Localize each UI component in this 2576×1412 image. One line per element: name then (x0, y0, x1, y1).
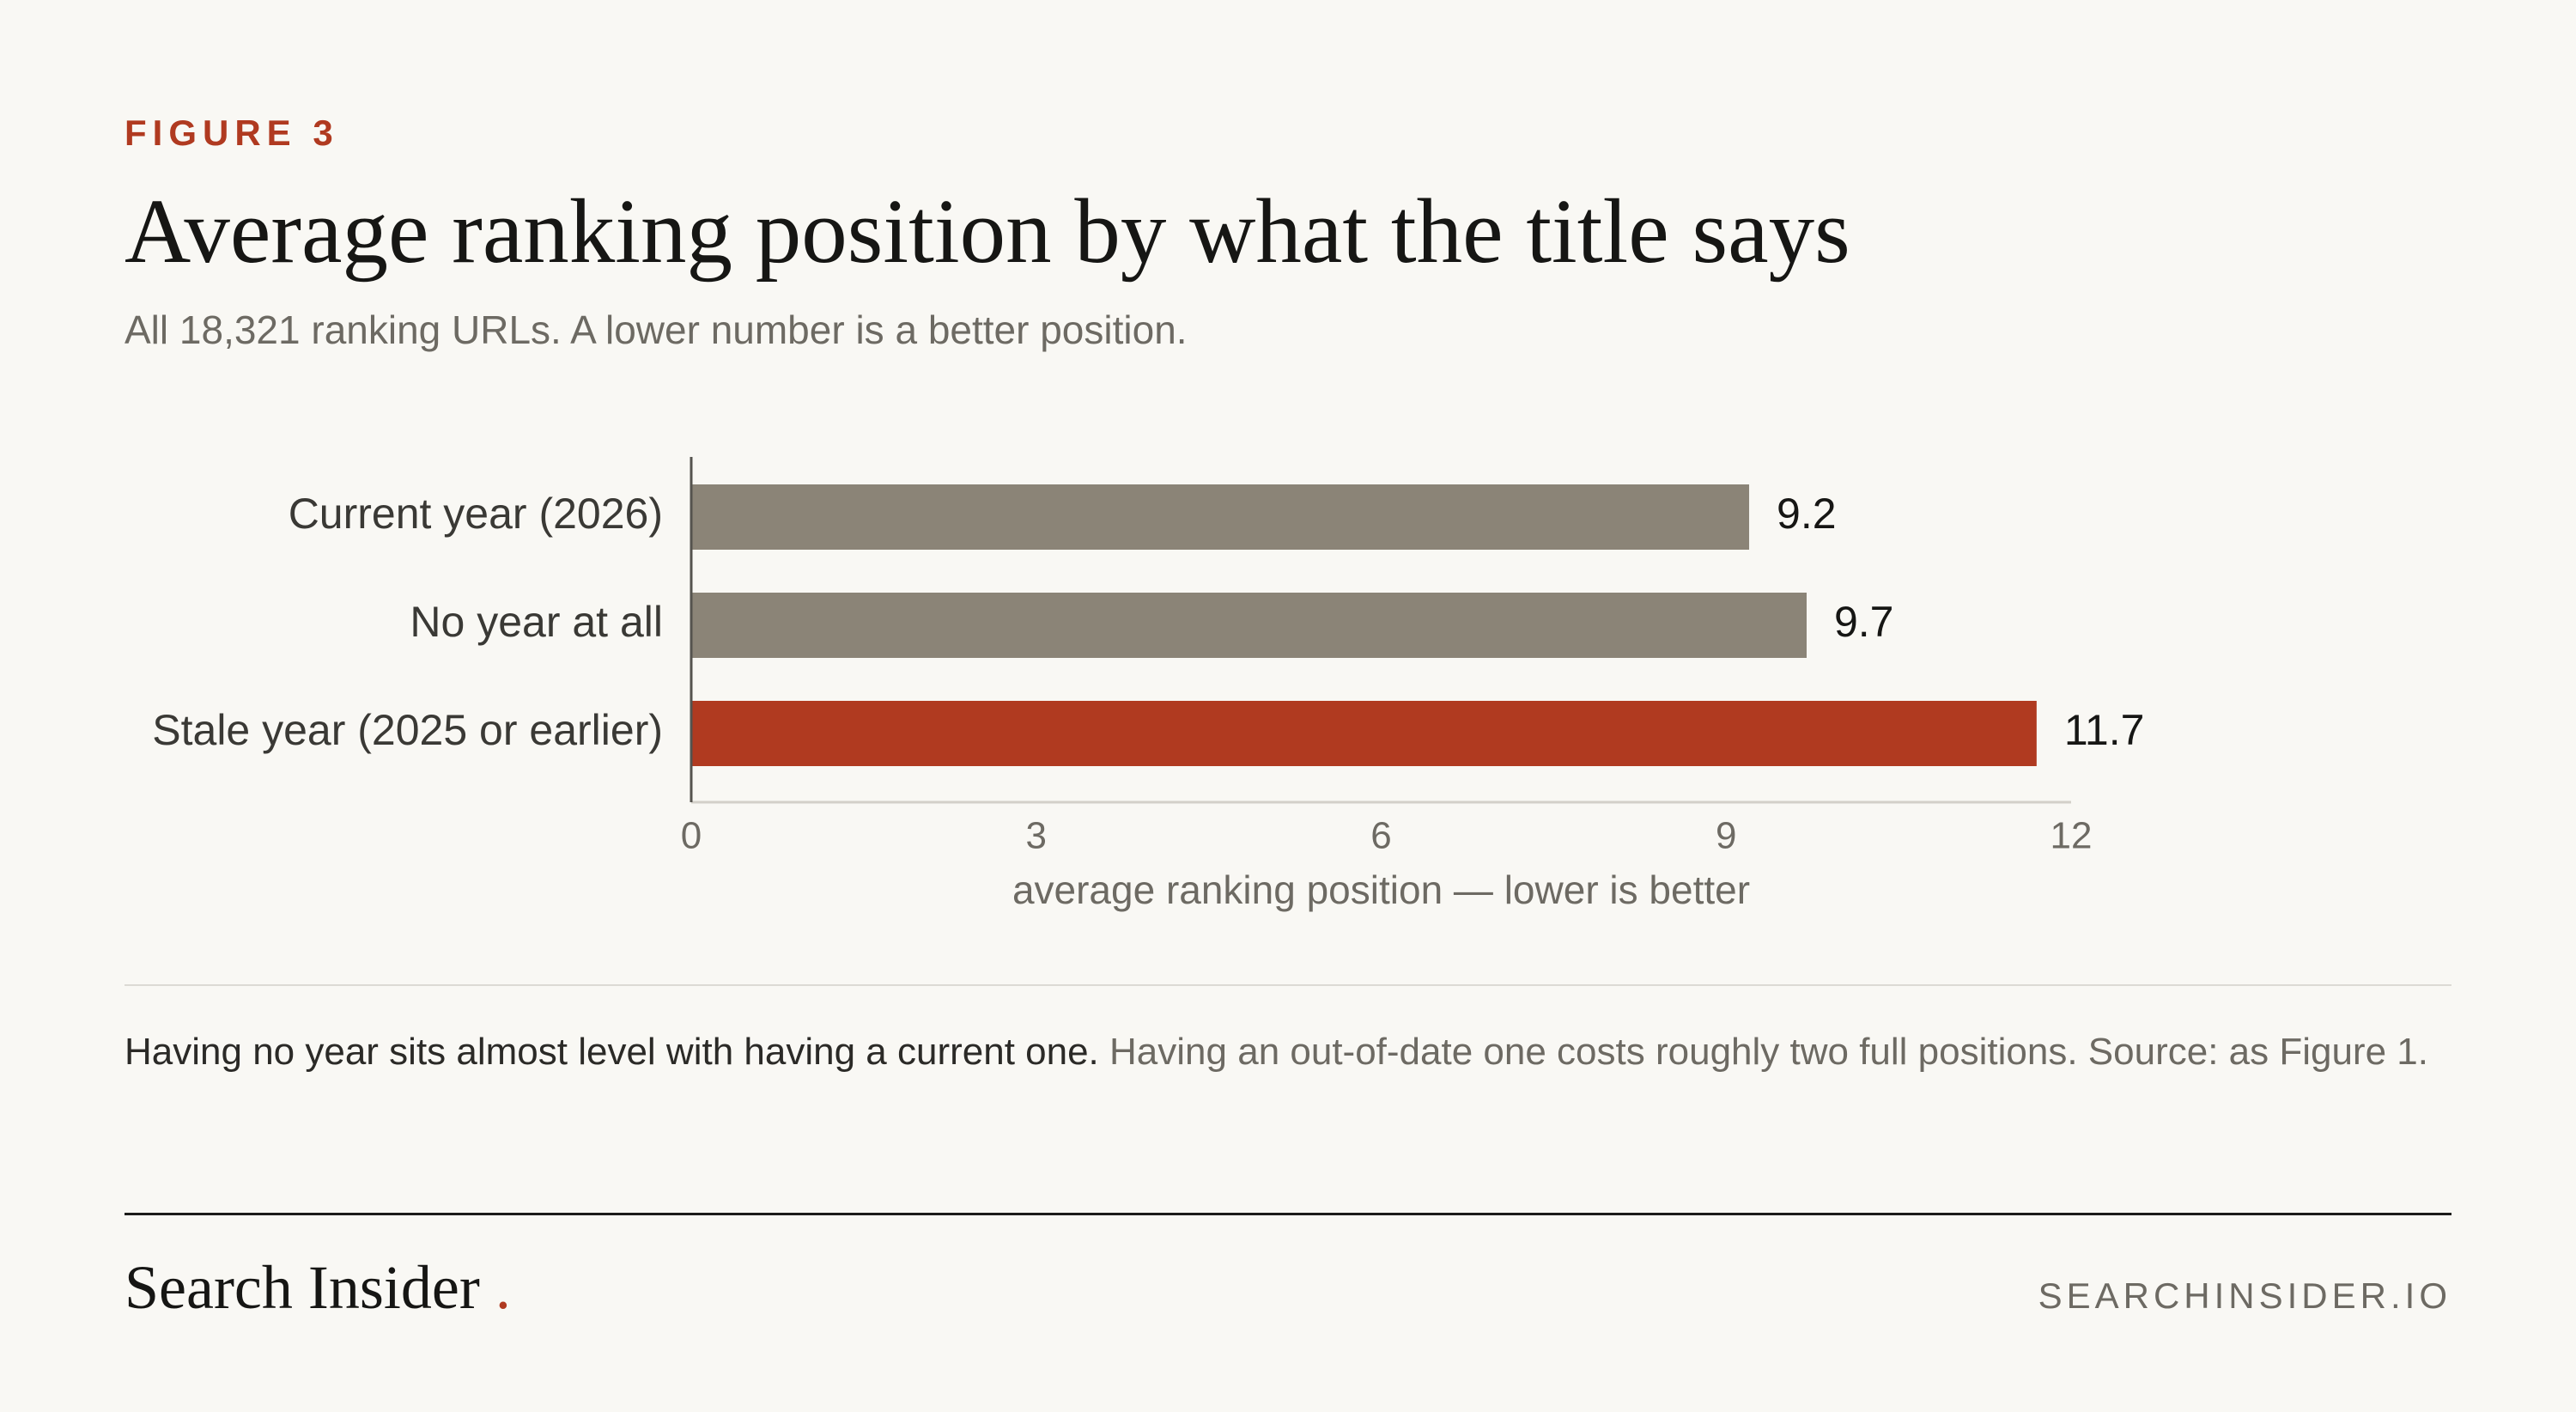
bar-chart: Current year (2026) 9.2 No year at all 9.7 S… (152, 457, 2145, 912)
chart-subtitle: All 18,321 ranking URLs. A lower number … (125, 307, 1188, 352)
chart-title: Average ranking position by what the tit… (125, 181, 1850, 283)
x-tick-label: 0 (681, 815, 702, 857)
category-label: Stale year (2025 or earlier) (152, 706, 663, 754)
category-label: No year at all (410, 598, 663, 646)
brand-dot: . (495, 1253, 511, 1322)
x-tick-label: 12 (2050, 815, 2093, 857)
footer-rule (125, 1213, 2451, 1215)
divider (125, 984, 2451, 986)
value-label: 9.2 (1777, 490, 1837, 538)
note-rest: Having an out-of-date one costs roughly … (1109, 1031, 2428, 1073)
site-link[interactable]: SEARCHINSIDER.IO (2038, 1275, 2451, 1316)
x-tick-label: 9 (1716, 815, 1736, 857)
bar (691, 593, 1807, 658)
figure-card: FIGURE 3 Average ranking position by wha… (125, 0, 2451, 1412)
brand-name: Search Insider (125, 1253, 480, 1322)
figure-label: FIGURE 3 (125, 113, 339, 153)
brand-logo: Search Insider . (125, 1252, 511, 1324)
x-tick-label: 3 (1026, 815, 1047, 857)
x-tick-label: 6 (1370, 815, 1391, 857)
value-label: 11.7 (2064, 706, 2145, 754)
x-axis-title: average ranking position — lower is bett… (1012, 867, 1750, 912)
bar (691, 701, 2037, 766)
bar (691, 484, 1750, 550)
note-lead: Having no year sits almost level with ha… (125, 1031, 1099, 1073)
category-label: Current year (2026) (289, 490, 663, 538)
value-label: 9.7 (1834, 598, 1894, 646)
chart-note: Having no year sits almost level with ha… (125, 1020, 2451, 1083)
